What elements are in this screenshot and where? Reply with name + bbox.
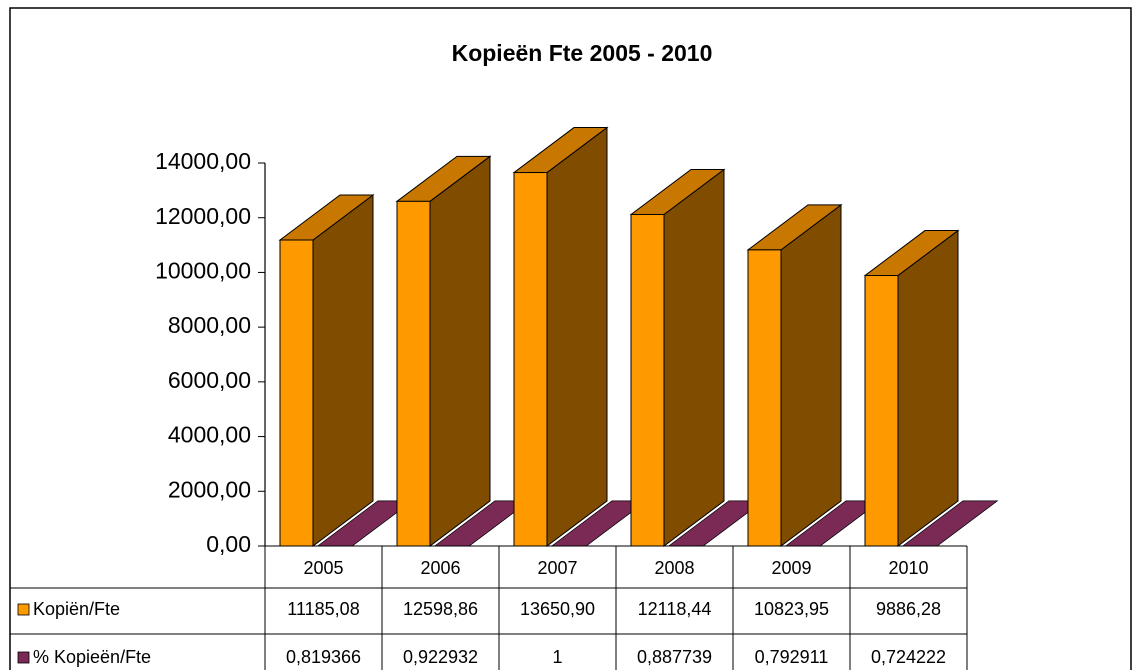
y-tick-label: 0,00 [206,531,251,557]
data-label: 12598,86 [403,599,478,619]
data-label: 0,792911 [755,647,829,667]
bar [864,275,899,547]
data-label: 12118,44 [638,599,712,619]
chart-title: Kopieën Fte 2005 - 2010 [452,40,713,66]
bar-side [429,155,491,547]
y-tick-label: 10000,00 [155,258,251,284]
bar-side [546,126,608,547]
data-label: 1 [552,647,562,667]
bar-side [780,203,842,547]
bar [513,172,548,547]
data-label: 10823,95 [754,599,829,619]
x-tick-label: 2009 [771,558,811,578]
x-tick-label: 2008 [654,558,694,578]
bar [630,213,665,547]
y-tick-label: 2000,00 [168,476,251,502]
bar-side [897,229,959,547]
legend-swatch [17,651,30,664]
y-tick-label: 12000,00 [155,203,251,229]
y-tick-label: 4000,00 [168,422,251,448]
bar [747,249,782,547]
data-label: 11185,08 [287,599,359,619]
x-tick-label: 2010 [888,558,928,578]
bar [396,200,431,547]
bar-side [663,168,725,547]
data-label: 13650,90 [520,599,595,619]
y-tick-label: 14000,00 [155,148,251,174]
data-label: 0,887739 [637,647,712,667]
x-tick-label: 2007 [537,558,577,578]
legend-label: Kopiën/Fte [33,599,120,619]
y-tick-label: 8000,00 [168,312,251,338]
y-tick-label: 6000,00 [168,367,251,393]
data-label: 9886,28 [876,599,941,619]
data-label: 0,724222 [871,647,946,667]
legend-label: % Kopieën/Fte [33,647,151,667]
legend-swatch [17,603,30,616]
data-label: 0,922932 [403,647,478,667]
x-tick-label: 2005 [303,558,343,578]
x-tick-label: 2006 [420,558,460,578]
bar-side [312,194,374,547]
data-label: 0,819366 [286,647,361,667]
bar [279,239,314,547]
